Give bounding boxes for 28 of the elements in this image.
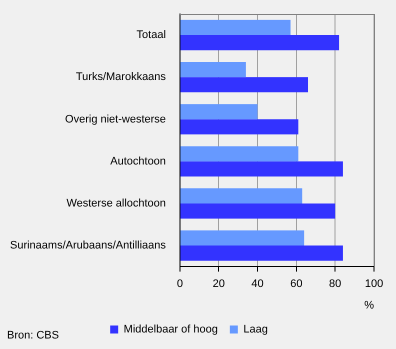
text: Bron: CBS bbox=[7, 330, 59, 342]
x-tick-label: 60 bbox=[290, 278, 302, 290]
y-tick-label: Totaal bbox=[136, 29, 166, 42]
legend-label: Laag bbox=[243, 324, 268, 336]
y-tick-label: Turks/Marokkaans bbox=[76, 71, 166, 84]
y-tick-label: Westerse allochtoon bbox=[66, 197, 166, 210]
y-tick-label: Overig niet-westerse bbox=[65, 113, 166, 126]
bar bbox=[180, 20, 291, 36]
bar bbox=[180, 62, 246, 78]
legend-label: Middelbaar of hoog bbox=[124, 324, 218, 336]
bar bbox=[180, 77, 308, 92]
x-tick-label: 20 bbox=[212, 278, 225, 290]
x-tick-label: 40 bbox=[251, 278, 264, 290]
bar bbox=[180, 188, 302, 204]
x-tick-label: 0 bbox=[176, 278, 183, 290]
x-tick-label: 100 bbox=[364, 278, 384, 290]
bar bbox=[180, 246, 343, 261]
x-tick-label: 80 bbox=[329, 278, 342, 290]
x-axis-title: % bbox=[364, 299, 374, 312]
bar bbox=[180, 104, 258, 120]
y-tick-label: Surinaams/Arubaans/Antilliaans bbox=[10, 240, 166, 252]
bar bbox=[180, 146, 298, 162]
bar bbox=[180, 161, 343, 177]
bar bbox=[180, 203, 336, 219]
bar bbox=[180, 230, 304, 246]
bar bbox=[180, 35, 340, 50]
y-tick-label: Autochtoon bbox=[110, 155, 166, 168]
bar bbox=[180, 119, 298, 134]
